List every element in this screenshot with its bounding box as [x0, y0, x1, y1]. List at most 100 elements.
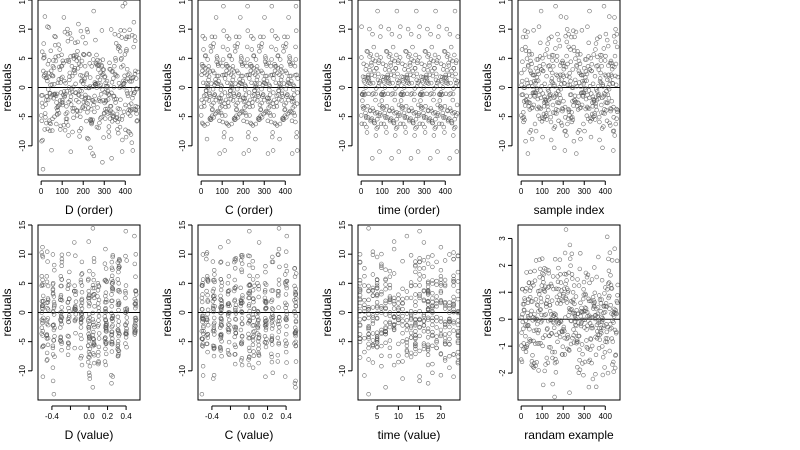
data-point — [432, 126, 437, 131]
data-point — [233, 302, 239, 308]
y-tick-label: -1 — [498, 342, 507, 350]
data-point — [96, 96, 102, 101]
data-point — [523, 334, 528, 339]
data-point — [415, 60, 420, 65]
data-point — [425, 352, 431, 357]
data-point — [357, 252, 363, 257]
data-point — [250, 312, 256, 317]
data-point — [120, 63, 126, 68]
data-point — [608, 273, 613, 278]
data-point — [95, 57, 100, 63]
data-point — [404, 295, 410, 301]
data-point — [447, 317, 452, 322]
data-point — [216, 73, 221, 79]
data-point — [370, 272, 376, 277]
data-point — [536, 71, 541, 77]
data-point — [39, 250, 44, 255]
data-point — [421, 341, 427, 346]
data-point — [256, 323, 261, 328]
data-point — [434, 318, 439, 324]
data-point — [547, 84, 552, 89]
data-point — [269, 288, 274, 293]
data-point — [251, 296, 256, 302]
data-point — [276, 246, 282, 252]
data-point — [293, 291, 299, 296]
data-point — [249, 121, 254, 127]
data-point — [218, 260, 223, 265]
data-point — [133, 303, 139, 309]
data-point — [577, 358, 582, 363]
data-point — [40, 104, 45, 110]
data-point — [578, 251, 583, 256]
data-point — [79, 336, 84, 342]
data-point — [455, 318, 461, 323]
data-point — [256, 69, 261, 74]
data-point — [134, 76, 139, 81]
data-point — [614, 44, 620, 50]
data-point — [521, 326, 526, 331]
data-point — [602, 291, 607, 296]
data-point — [391, 315, 397, 320]
data-point — [566, 31, 571, 37]
data-point — [109, 381, 114, 386]
data-point — [362, 274, 367, 279]
data-point — [583, 306, 589, 311]
data-point — [103, 329, 109, 334]
data-point — [425, 67, 430, 73]
data-point — [238, 327, 244, 333]
data-point — [534, 316, 540, 322]
data-point — [64, 58, 69, 63]
data-point — [370, 106, 375, 111]
data-point — [599, 102, 604, 108]
data-point — [294, 101, 300, 106]
data-point — [50, 73, 56, 79]
data-point — [442, 277, 448, 283]
data-point — [544, 355, 549, 361]
data-point — [609, 60, 614, 66]
data-point — [579, 320, 584, 325]
data-point — [288, 73, 294, 79]
data-point — [442, 301, 448, 306]
data-point — [263, 54, 268, 59]
data-point — [91, 360, 97, 366]
data-point — [57, 47, 62, 52]
data-point — [123, 102, 128, 108]
data-point — [364, 130, 370, 135]
data-point — [599, 331, 604, 336]
data-point — [199, 392, 205, 397]
data-point — [362, 74, 368, 80]
data-point — [214, 110, 219, 115]
data-point — [59, 322, 64, 327]
y-tick-label: 0 — [18, 310, 27, 315]
data-point — [63, 119, 69, 125]
data-point — [439, 92, 444, 98]
x-tick-label: 0 — [519, 412, 524, 421]
data-point — [51, 322, 56, 327]
data-point — [413, 52, 418, 58]
data-point — [550, 58, 555, 63]
data-point — [527, 295, 533, 300]
data-point — [523, 97, 528, 103]
data-point — [124, 306, 130, 311]
data-point — [51, 65, 57, 70]
y-tick-label: -2 — [498, 369, 507, 377]
data-point — [73, 331, 78, 336]
data-point — [256, 294, 261, 300]
data-point — [219, 99, 224, 104]
data-point — [589, 325, 594, 331]
data-point — [357, 322, 363, 327]
data-point — [239, 358, 244, 363]
data-point — [76, 21, 81, 27]
data-point — [48, 48, 53, 53]
data-point — [556, 265, 561, 271]
data-point — [400, 296, 405, 302]
data-point — [550, 70, 555, 76]
data-point — [586, 298, 592, 304]
data-point — [418, 104, 424, 109]
data-point — [387, 268, 393, 274]
y-axis-label: residuals — [320, 288, 334, 336]
data-point — [109, 265, 115, 270]
data-point — [588, 298, 593, 304]
data-point — [283, 86, 288, 92]
